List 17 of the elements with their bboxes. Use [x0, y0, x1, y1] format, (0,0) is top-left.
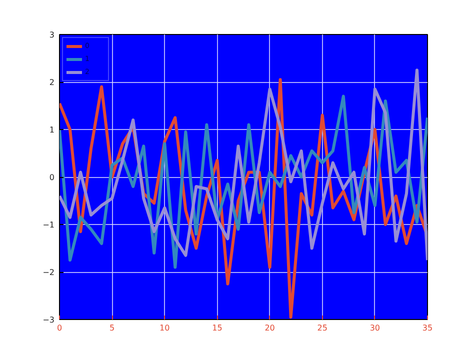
x-tick-label: 20 [264, 324, 275, 332]
x-tick-label: 30 [370, 324, 380, 332]
y-tick-label: −1 [42, 220, 55, 230]
x-tick-label: 15 [212, 324, 222, 332]
y-tick-label: −3 [42, 316, 55, 324]
y-tick-label: 2 [49, 78, 55, 87]
line-series [60, 94, 428, 269]
y-tick-label: 3 [49, 30, 55, 40]
y-tick-label: 1 [49, 126, 55, 134]
x-tick-label: 25 [317, 324, 328, 332]
y-tick-label: 0 [49, 173, 55, 182]
y-tick-label: −2 [42, 268, 55, 277]
x-tick-label: 35 [422, 324, 433, 332]
x-tick-label: 10 [160, 324, 170, 332]
line-series [60, 68, 428, 262]
x-tick-label: 5 [110, 324, 115, 332]
x-tick-label: 0 [56, 324, 62, 332]
